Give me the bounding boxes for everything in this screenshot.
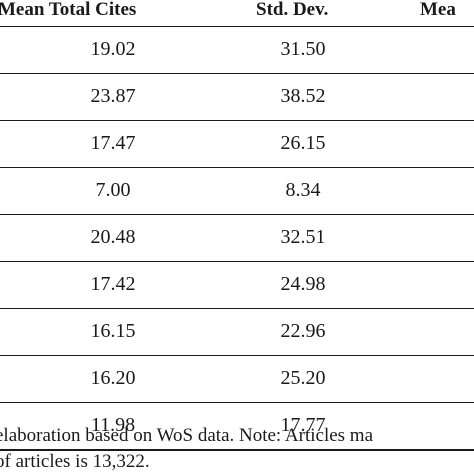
footnote-line-1: elaboration based on WoS data. Note: Art… [0,425,374,446]
mean-cell: 16.15 [90,320,136,342]
mean-cell: 17.47 [90,132,136,154]
sd-cell: 25.20 [280,367,326,389]
sd-cell: 17.77 [280,414,326,436]
mean-cell: 23.87 [90,85,136,107]
sd-cell: 22.96 [280,320,326,342]
sd-cell: 38.52 [280,85,326,107]
sd-cell: 26.15 [280,132,326,154]
table-row: 23.87 38.52 [0,74,474,121]
mean-cell: 17.42 [90,273,136,295]
header-mean-truncated: Mea [420,0,456,20]
table-row: 16.15 22.96 [0,309,474,356]
table-body: 19.02 31.50 23.87 38.52 17.47 26.15 7.00… [0,27,474,451]
header-rule [0,26,474,27]
sd-cell: 31.50 [280,38,326,60]
table-row: 17.47 26.15 [0,121,474,168]
mean-cell: 11.98 [90,414,136,436]
table-row: 16.20 25.20 [0,356,474,403]
header-std-dev: Std. Dev. [256,0,329,20]
table-header: Mean Total Cites Std. Dev. Mea [0,0,474,26]
sd-cell: 32.51 [280,226,326,248]
table-row: 19.02 31.50 [0,27,474,74]
sd-cell: 24.98 [280,273,326,295]
mean-cell: 19.02 [90,38,136,60]
mean-cell: 16.20 [90,367,136,389]
footnote-line-2: of articles is 13,322. [0,451,150,472]
header-mean-total-cites: Mean Total Cites [0,0,137,20]
table-row: 20.48 32.51 [0,215,474,262]
sd-cell: 8.34 [285,179,321,201]
mean-cell: 20.48 [90,226,136,248]
table-row: 17.42 24.98 [0,262,474,309]
table-row: 11.98 17.77 [0,403,474,451]
table-row: 7.00 8.34 [0,168,474,215]
mean-cell: 7.00 [95,179,131,201]
